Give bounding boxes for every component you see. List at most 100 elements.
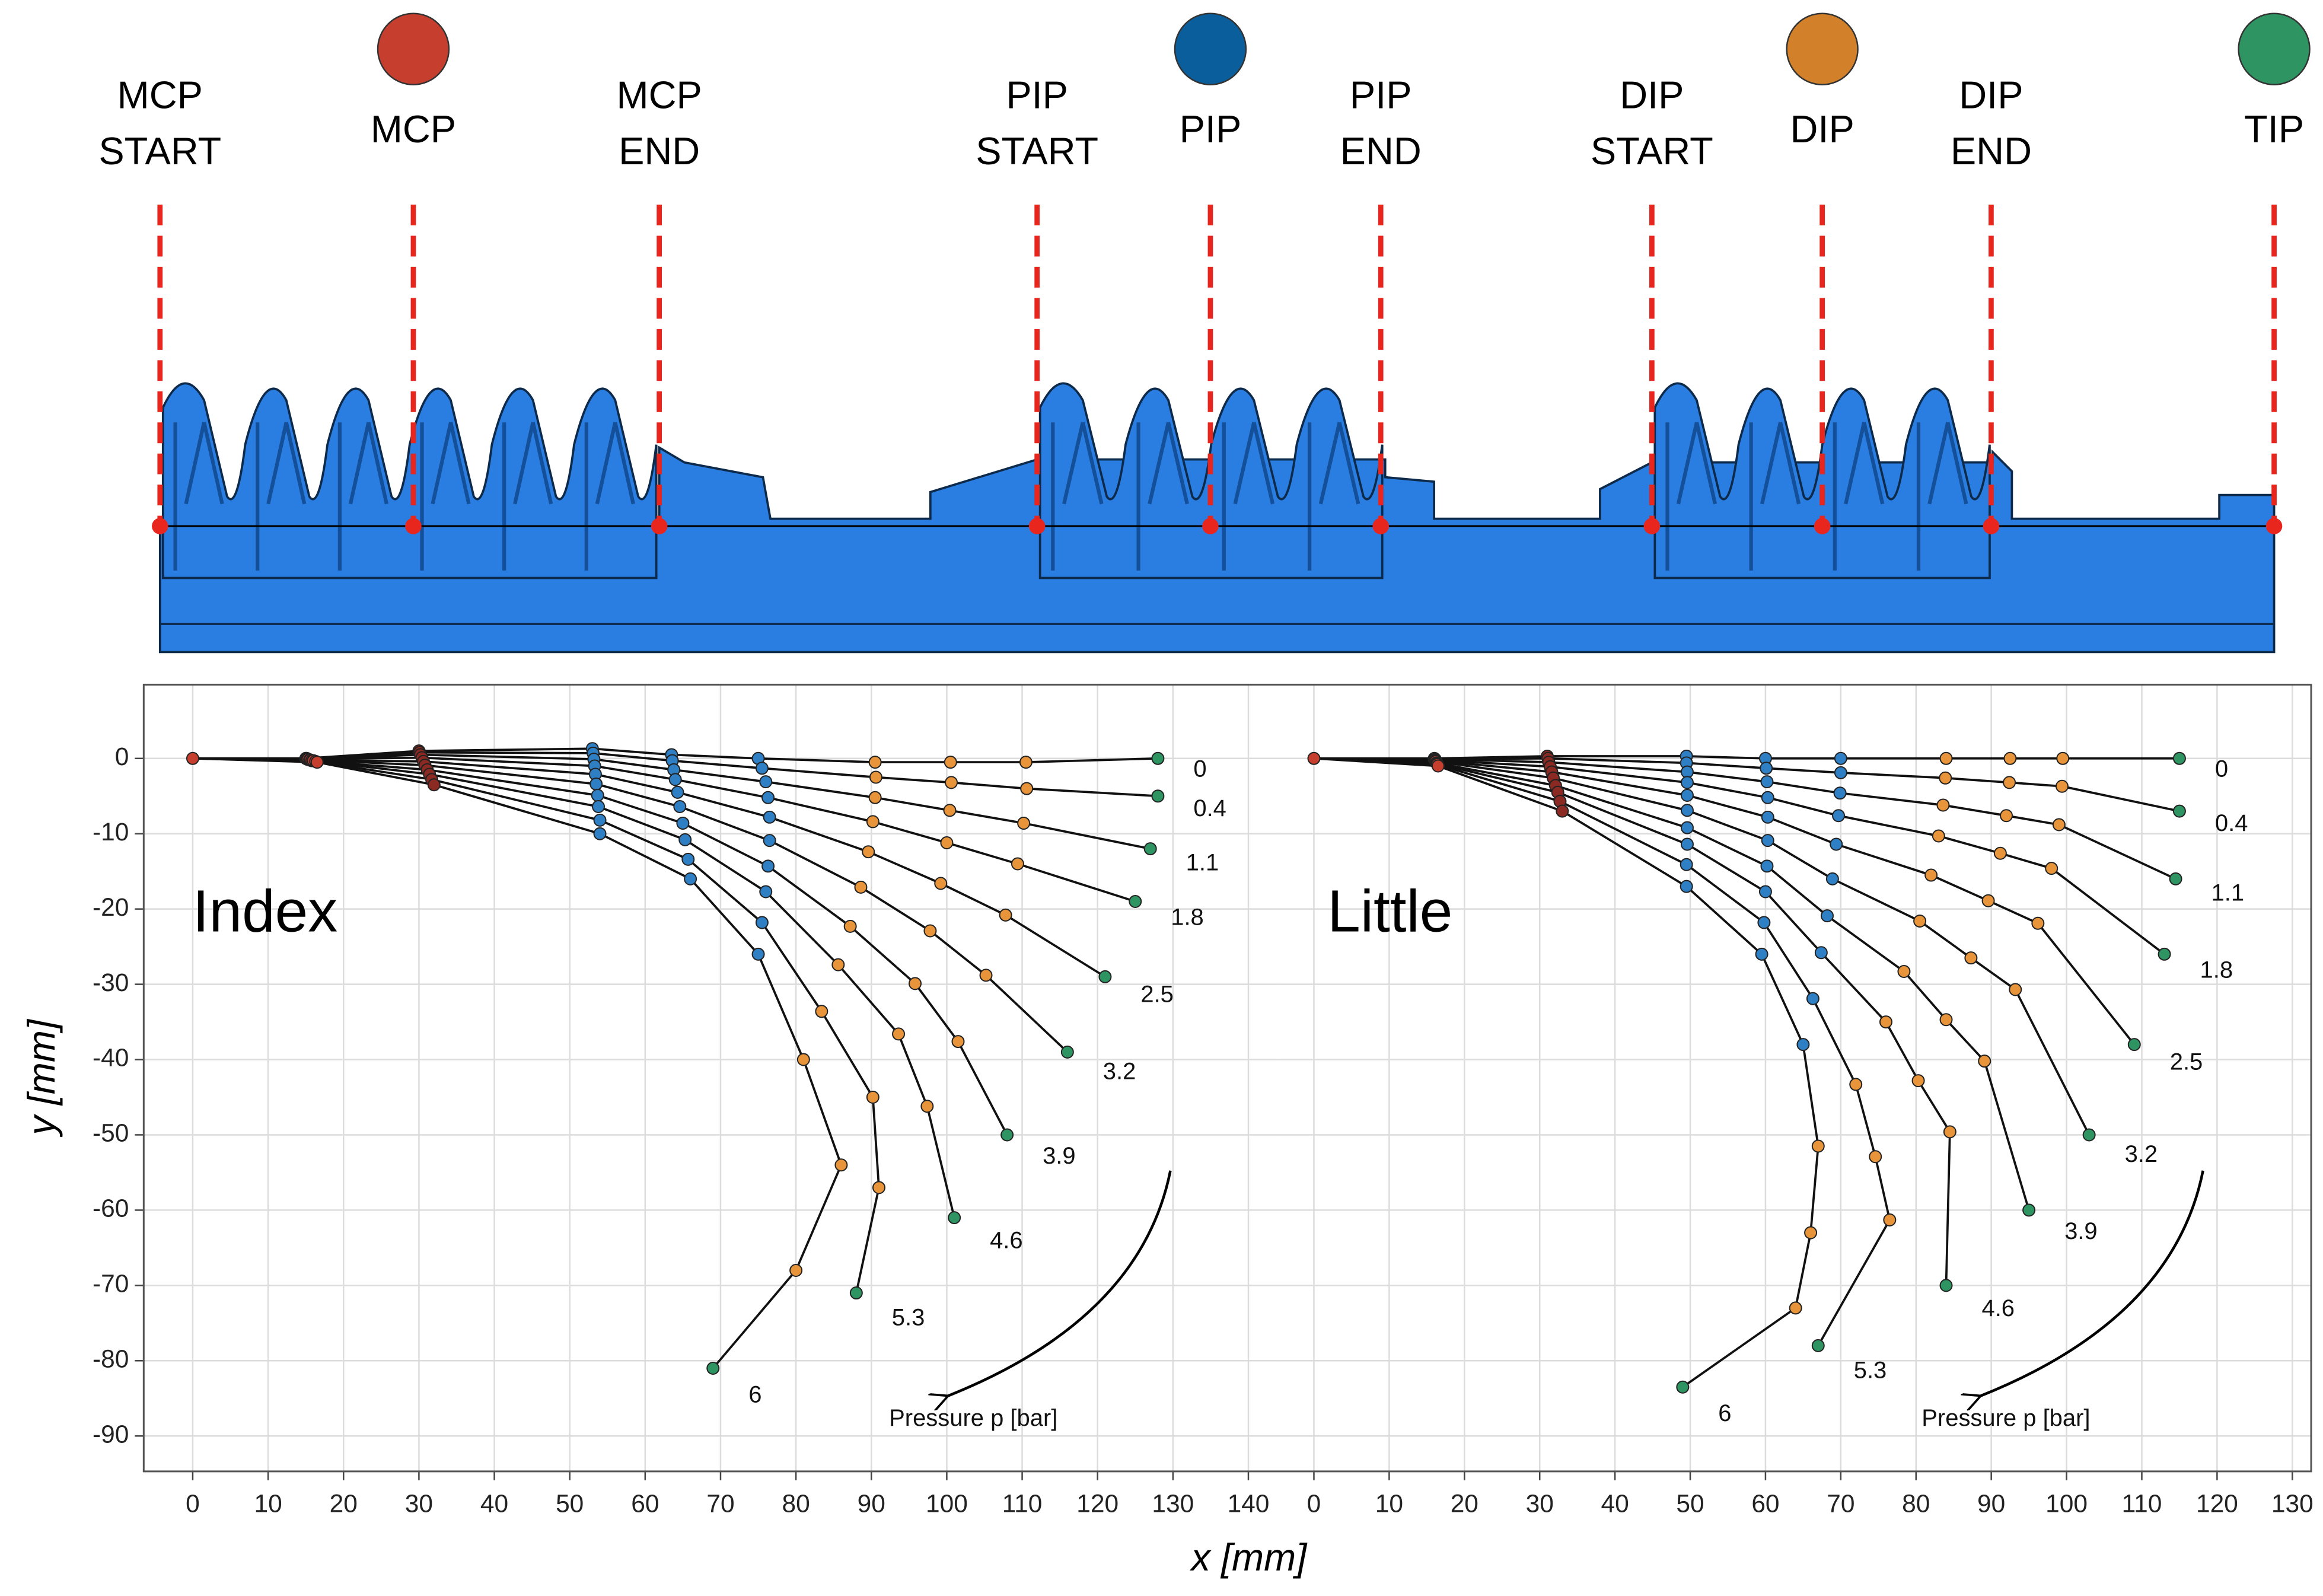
finger-shape-line	[192, 757, 955, 1218]
finger-shape-line	[1314, 757, 2180, 813]
joint-point	[1849, 1078, 1863, 1091]
finger-shape-line	[192, 753, 1151, 850]
finger-shape-line	[1314, 757, 1951, 1286]
joint-point	[862, 845, 875, 859]
finger-shape-line	[192, 757, 1106, 978]
joint-point	[2045, 862, 2058, 875]
pressure-label: 6	[748, 1382, 761, 1408]
joint-label: END	[619, 129, 700, 173]
x-axis-label: x [mm]	[1189, 1536, 1308, 1579]
joint-point	[1825, 872, 1839, 885]
joint-point	[866, 815, 880, 829]
y-tick-label: 0	[115, 743, 129, 770]
joint-point	[843, 919, 857, 933]
x-tick-label: 70	[706, 1490, 734, 1518]
joint-point	[592, 800, 605, 814]
pressure-label: 3.2	[2125, 1141, 2158, 1167]
joint-point	[593, 813, 607, 827]
x-tick-label: 90	[858, 1490, 885, 1518]
joint-point	[1943, 1125, 1956, 1139]
pressure-label: 3.9	[1043, 1143, 1076, 1169]
joint-point	[868, 756, 882, 769]
joint-point	[1151, 751, 1165, 765]
joint-point	[668, 773, 682, 786]
joint-point	[940, 836, 954, 849]
joint-point	[1939, 751, 1953, 765]
joint-point	[868, 791, 882, 804]
joint-point	[1981, 894, 1995, 907]
joint-point	[979, 969, 993, 982]
joint-point	[1680, 804, 1694, 817]
bellows-inner	[173, 422, 635, 571]
bellows	[1038, 382, 1384, 579]
joint-point	[2000, 809, 2013, 823]
joint-point	[1932, 829, 1945, 843]
joint-label: END	[1951, 129, 2032, 173]
joint-point	[427, 778, 441, 792]
finger-shape-line	[192, 757, 843, 1369]
joint-label: START	[98, 129, 221, 173]
bellows	[161, 382, 658, 579]
joint-marker-dot	[1643, 518, 1661, 534]
joint-point	[1804, 1226, 1818, 1240]
joint-point	[593, 827, 607, 840]
joint-marker-dot	[1028, 518, 1046, 534]
finger-shape-line	[192, 757, 880, 1294]
joint-point	[834, 1158, 848, 1172]
joint-point	[2172, 751, 2186, 765]
pressure-label: 5.3	[892, 1305, 925, 1331]
y-tick-label: -50	[93, 1119, 129, 1147]
joint-point	[1939, 1279, 1953, 1292]
joint-point	[944, 756, 957, 769]
joint-point	[1879, 1015, 1892, 1029]
panel-label: Index	[193, 878, 337, 944]
joint-point	[673, 800, 687, 814]
joint-label: PIP	[1350, 73, 1412, 116]
x-tick-label: 60	[631, 1490, 659, 1518]
joint-point	[1680, 789, 1694, 802]
bellows-inner	[1051, 422, 1360, 571]
joint-point	[591, 789, 604, 802]
joint-point	[815, 1005, 828, 1018]
joint-label: TIP	[2244, 107, 2304, 151]
joint-label: DIP	[1620, 73, 1684, 116]
joint-point	[310, 756, 324, 769]
y-tick-label: -90	[93, 1420, 129, 1448]
x-tick-label: 80	[782, 1490, 810, 1518]
finger-shape-line	[1314, 757, 2030, 1210]
joint-label: DIP	[1790, 107, 1854, 151]
pressure-label: 3.9	[2064, 1218, 2098, 1244]
y-tick-label: -70	[93, 1270, 129, 1298]
pressure-label: 1.8	[2200, 957, 2233, 983]
joint-point	[1993, 846, 2007, 860]
x-tick-label: 0	[1307, 1490, 1321, 1518]
pressure-label: 0	[1193, 756, 1206, 782]
joint-point	[2056, 751, 2070, 765]
y-tick-label: -80	[93, 1345, 129, 1373]
joint-point	[1832, 809, 1846, 823]
joint-point	[2031, 916, 2045, 930]
joint-point	[1761, 810, 1774, 824]
joint-point	[789, 1263, 803, 1277]
x-tick-label: 80	[1902, 1490, 1930, 1518]
joint-point	[684, 872, 697, 885]
joint-point	[2127, 1038, 2141, 1052]
joint-point	[1758, 885, 1772, 899]
pressure-label: 3.2	[1103, 1058, 1136, 1084]
joint-point	[755, 762, 769, 775]
finger-shape-line	[1314, 757, 2177, 880]
joint-point	[923, 924, 937, 938]
joint-point	[2003, 776, 2016, 789]
joint-point	[1755, 947, 1768, 961]
finger-shape-line	[192, 757, 1008, 1136]
joint-point	[1814, 946, 1828, 960]
joint-label: MCP	[371, 107, 456, 151]
y-tick-label: -10	[93, 818, 129, 846]
finger-shape-line	[1314, 757, 2165, 955]
joint-point	[934, 877, 948, 890]
joint-point	[1939, 1013, 1953, 1027]
joint-point	[869, 770, 882, 784]
joint-point	[671, 785, 684, 799]
joint-point	[1964, 951, 1978, 965]
joint-point	[2022, 1203, 2036, 1217]
